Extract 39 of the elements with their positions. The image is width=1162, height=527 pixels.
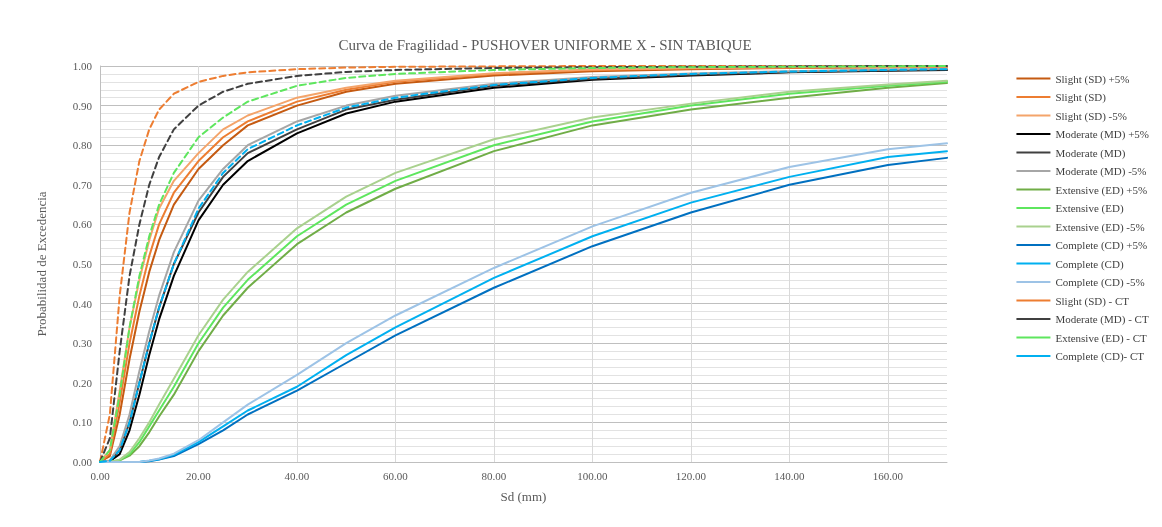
chart-title: Curva de Fragilidad - PUSHOVER UNIFORME X - SIN TABIQUE <box>338 36 752 53</box>
y-tick-label: 0.10 <box>72 416 93 429</box>
x-tick-label: 0.00 <box>90 469 111 482</box>
legend-label: Complete (CD) -5% <box>1055 276 1145 289</box>
x-tick-label: 60.00 <box>383 469 409 482</box>
x-tick-label: 140.00 <box>774 469 806 482</box>
x-tick-label: 20.00 <box>186 469 212 482</box>
legend-label: Complete (CD) +5% <box>1055 239 1148 252</box>
x-tick-label: 40.00 <box>284 469 310 482</box>
legend-label: Complete (CD)- CT <box>1055 350 1145 363</box>
legend-label: Extensive (ED) - CT <box>1055 331 1148 345</box>
y-tick-label: 0.00 <box>72 456 93 468</box>
legend-label: Moderate (MD) <box>1055 146 1126 160</box>
legend-label: Moderate (MD) - CT <box>1055 313 1149 326</box>
x-axis-title: Sd (mm) <box>500 489 547 504</box>
y-axis-title: Probabilidad de Excedencia <box>34 191 49 337</box>
y-tick-label: 0.30 <box>72 337 93 350</box>
legend-label: Moderate (MD) -5% <box>1055 165 1147 178</box>
x-tick-label: 120.00 <box>675 469 707 482</box>
legend-label: Slight (SD) -5% <box>1055 109 1127 123</box>
x-tick-label: 100.00 <box>577 469 609 482</box>
y-tick-label: 0.20 <box>72 376 93 389</box>
legend-label: Extensive (ED) <box>1055 202 1124 215</box>
y-tick-label: 0.50 <box>72 258 93 270</box>
x-tick-label: 160.00 <box>872 469 904 482</box>
y-tick-label: 1.00 <box>72 60 93 72</box>
legend-label: Slight (SD) +5% <box>1055 72 1130 86</box>
legend-label: Moderate (MD) +5% <box>1055 128 1150 141</box>
legend-label: Slight (SD) <box>1055 91 1107 104</box>
legend-label: Extensive (ED) -5% <box>1055 220 1145 234</box>
y-tick-label: 0.90 <box>72 99 93 112</box>
legend-label: Extensive (ED) +5% <box>1055 183 1148 197</box>
y-tick-label: 0.60 <box>72 218 93 231</box>
y-tick-label: 0.80 <box>72 139 93 152</box>
x-tick-label: 80.00 <box>481 469 507 482</box>
y-tick-label: 0.40 <box>72 297 93 310</box>
y-tick-label: 0.70 <box>72 178 93 191</box>
legend-label: Complete (CD) <box>1055 257 1124 271</box>
legend-label: Slight (SD) - CT <box>1055 294 1130 308</box>
